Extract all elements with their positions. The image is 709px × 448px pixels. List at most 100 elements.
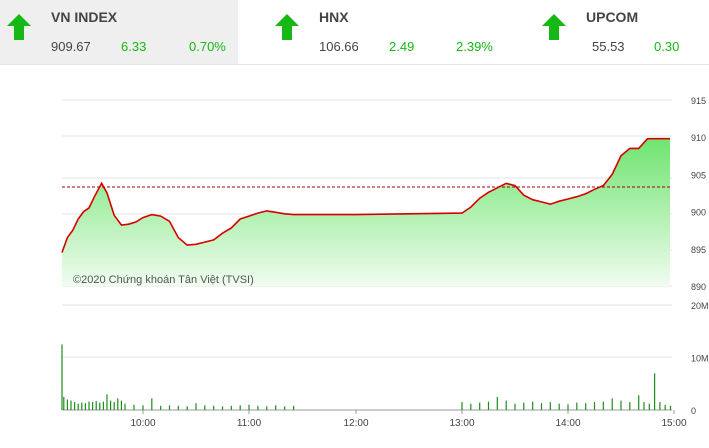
x-tick-label: 10:00: [130, 418, 155, 429]
volume-bar: [611, 398, 613, 410]
volume-bar: [99, 402, 101, 410]
volume-bar: [66, 399, 68, 410]
x-tick-label: 12:00: [343, 418, 368, 429]
volume-bar: [110, 400, 112, 410]
up-arrow-icon: [7, 14, 31, 40]
volume-bar: [638, 395, 640, 410]
volume-bar: [195, 403, 197, 410]
volume-bar: [88, 401, 90, 410]
ticker-price: 909.67: [51, 39, 91, 54]
volume-bar: [204, 405, 206, 410]
volume-bar: [293, 405, 295, 410]
ticker-change: 6.33: [121, 39, 147, 54]
up-arrow-icon: [542, 14, 566, 40]
volume-bar: [213, 405, 215, 410]
y-tick-label: 915: [691, 96, 706, 106]
volume-bar: [514, 403, 516, 410]
intraday-chart: ©2020 Chứng khoán Tân Việt (TVSI) 915 910…: [0, 64, 709, 443]
y-tick-label: 890: [691, 282, 706, 292]
volume-bar: [585, 403, 587, 410]
volume-bar: [558, 403, 560, 410]
volume-bars: [61, 344, 672, 411]
y-tick-label: 900: [691, 208, 706, 218]
ticker-price: 55.53: [592, 39, 625, 54]
volume-bar: [61, 344, 63, 410]
ticker-name: VN INDEX: [51, 9, 118, 25]
price-line: [61, 137, 670, 253]
index-ticker-bar: VN INDEX 909.67 6.33 0.70% HNX 106.66 2.…: [0, 0, 709, 65]
x-tick-label: 15:00: [661, 418, 686, 429]
price-y-axis: 915 910 905 900 895 890: [691, 96, 706, 292]
volume-bar: [461, 402, 463, 410]
volume-bar: [549, 402, 551, 410]
volume-bar: [284, 406, 286, 410]
ticker-price: 106.66: [319, 39, 359, 54]
volume-bar: [257, 405, 259, 410]
volume-bar: [576, 402, 578, 410]
volume-bar: [160, 405, 162, 410]
x-tick-label: 14:00: [555, 418, 580, 429]
x-tick-label: 11:00: [237, 418, 262, 429]
volume-bar: [120, 400, 122, 410]
volume-bar: [168, 405, 171, 410]
volume-bar: [124, 403, 126, 410]
volume-bar: [221, 406, 224, 410]
volume-bar: [523, 402, 525, 410]
volume-bar: [505, 400, 507, 410]
volume-bar: [84, 403, 86, 410]
volume-bar: [92, 402, 94, 410]
volume-bar: [659, 402, 661, 410]
volume-bar: [77, 403, 79, 410]
volume-bar: [532, 401, 534, 410]
ticker-name: UPCOM: [586, 9, 639, 25]
volume-bar: [602, 401, 604, 410]
volume-bar: [95, 401, 97, 410]
volume-tick-label: 20M: [691, 301, 709, 311]
volume-bar: [81, 402, 83, 410]
ticker-name: HNX: [319, 9, 349, 25]
copyright-annotation: ©2020 Chứng khoán Tân Việt (TVSI): [73, 274, 254, 286]
price-panel: ©2020 Chứng khoán Tân Việt (TVSI) 915 910…: [61, 96, 706, 292]
volume-bar: [470, 403, 472, 410]
volume-bar: [248, 404, 250, 411]
volume-bar: [70, 400, 72, 410]
ticker-hnx[interactable]: HNX 106.66 2.49 2.39%: [268, 0, 508, 64]
volume-bar: [102, 401, 104, 410]
y-tick-label: 910: [691, 133, 706, 143]
volume-bar: [151, 398, 153, 410]
price-area-fill: [62, 138, 670, 286]
x-tick-label: 13:00: [449, 418, 474, 429]
ticker-upcom[interactable]: UPCOM 55.53 0.30: [535, 0, 709, 64]
volume-bar: [106, 394, 108, 411]
volume-bar: [186, 406, 188, 410]
y-tick-label: 895: [691, 245, 706, 255]
volume-bar: [63, 396, 65, 410]
volume-bar: [629, 402, 631, 410]
y-tick-label: 905: [691, 170, 706, 180]
volume-tick-label: 10M: [691, 354, 709, 364]
volume-bar: [133, 404, 135, 411]
volume-bar: [479, 402, 481, 410]
volume-bar: [540, 403, 543, 410]
volume-bar: [567, 404, 569, 410]
volume-bar: [117, 398, 119, 410]
volume-bar: [593, 402, 596, 410]
volume-bar: [496, 396, 498, 410]
volume-bar: [654, 373, 656, 411]
volume-y-axis: 20M 10M 0: [691, 301, 709, 416]
volume-bar: [664, 404, 666, 411]
volume-bar: [669, 405, 672, 410]
ticker-change: 2.49: [389, 39, 415, 54]
volume-bar: [266, 406, 268, 410]
ticker-percent: 0.70%: [189, 39, 226, 54]
volume-bar: [239, 405, 241, 410]
volume-bar: [620, 400, 622, 410]
intraday-chart-svg: ©2020 Chứng khoán Tân Việt (TVSI) 915 910…: [61, 96, 709, 429]
volume-bar: [113, 402, 115, 410]
ticker-percent: 2.39%: [456, 39, 493, 54]
up-arrow-icon: [275, 14, 299, 40]
volume-bar: [230, 405, 232, 410]
volume-bar: [177, 405, 179, 410]
ticker-vnindex[interactable]: VN INDEX 909.67 6.33 0.70%: [0, 0, 238, 64]
volume-tick-label: 0: [691, 406, 696, 416]
